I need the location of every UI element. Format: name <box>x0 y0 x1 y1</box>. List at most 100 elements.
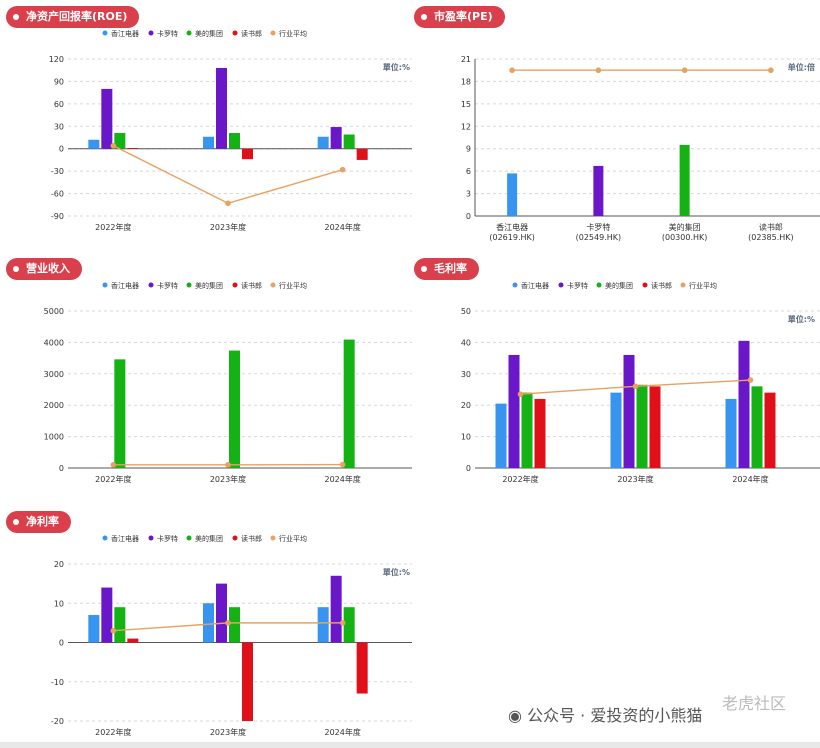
bar <box>534 398 546 468</box>
y-tick-label: -20 <box>51 717 64 726</box>
legend-item: 读书郎 <box>232 29 262 38</box>
legend-item: 卡罗特 <box>148 281 178 290</box>
legend-label: 读书郎 <box>241 534 262 543</box>
x-tick-label: (00300.HK) <box>662 233 708 242</box>
chart-svg: 香江电器 卡罗特 美的集团 读书郎 行业平均 5000 4000 3000 2000 1000 0 2… <box>44 281 412 484</box>
legend-marker <box>270 282 276 288</box>
legend-marker <box>186 535 192 541</box>
average-point <box>681 67 688 74</box>
y-tick-label: 60 <box>54 100 64 109</box>
x-tick-label: (02385.HK) <box>748 233 794 242</box>
bar <box>356 148 368 160</box>
y-tick-label: 2000 <box>44 401 64 410</box>
x-tick-label: 2023年度 <box>210 474 246 484</box>
x-tick-label: 香江电器 <box>496 222 528 232</box>
average-point <box>509 67 515 74</box>
legend-marker <box>102 282 108 288</box>
legend-marker <box>558 282 564 288</box>
y-tick-label: 20 <box>461 401 471 410</box>
y-tick-label: 1000 <box>44 433 64 442</box>
legend-marker <box>232 282 238 288</box>
y-tick-label: 20 <box>54 560 64 569</box>
legend-label: 美的集团 <box>195 281 223 290</box>
legend-marker <box>102 535 108 541</box>
x-tick-label: 卡罗特 <box>586 222 610 232</box>
unit-label: 单位:倍 <box>788 62 815 72</box>
bar <box>330 575 342 643</box>
y-tick-label: 120 <box>49 55 64 64</box>
x-tick-label: (02549.HK) <box>576 233 622 242</box>
bar <box>229 350 240 468</box>
legend-item: 香江电器 <box>102 29 139 38</box>
y-tick-label: -60 <box>51 190 64 199</box>
bar <box>508 354 520 468</box>
x-tick-label: 2022年度 <box>95 474 131 484</box>
legend-label: 卡罗特 <box>157 281 178 290</box>
tag-dot-icon <box>421 14 427 20</box>
bar <box>101 587 113 643</box>
y-tick-label: 0 <box>466 464 471 473</box>
average-point <box>225 200 231 207</box>
bar <box>127 147 139 149</box>
bar <box>356 642 368 694</box>
pe-chart-panel: 市盈率(PE) 单位:倍 21 18 15 12 9 6 3 0 香江电器 (02619.HK) 卡罗特… <box>410 0 820 245</box>
wechat-icon: ◉ <box>508 706 522 725</box>
gross-margin-chart-panel: 毛利率 香江电器 卡罗特 美的集团 读书郎 行业平均 單位:% 50 40 30 20 10 0 2022… <box>410 252 820 492</box>
y-tick-label: 30 <box>461 370 471 379</box>
legend-label: 行业平均 <box>689 281 717 290</box>
x-tick-label: 2023年度 <box>210 727 246 737</box>
average-point <box>517 391 524 398</box>
y-tick-label: 4000 <box>44 338 64 347</box>
legend-item: 行业平均 <box>270 281 307 290</box>
average-point <box>110 142 117 149</box>
bar <box>623 354 635 468</box>
chart-title: 营业收入 <box>26 262 70 275</box>
bar <box>216 67 227 149</box>
legend-item: 香江电器 <box>102 534 139 543</box>
x-tick-label: 2024年度 <box>732 474 768 484</box>
legend-item: 行业平均 <box>680 281 717 290</box>
legend-label: 卡罗特 <box>157 534 178 543</box>
legend-label: 卡罗特 <box>157 29 178 38</box>
x-tick-label: 2022年度 <box>95 727 131 737</box>
community-logo: 老虎社区 <box>722 690 786 714</box>
average-point <box>747 377 754 383</box>
y-tick-label: 3000 <box>44 370 64 379</box>
unit-label: 單位:% <box>383 567 410 577</box>
unit-label: 單位:% <box>383 62 410 72</box>
x-tick-label: (02619.HK) <box>489 233 535 242</box>
y-tick-label: 10 <box>54 599 64 608</box>
x-tick-label: 2023年度 <box>210 222 246 232</box>
y-tick-label: 90 <box>54 77 64 86</box>
average-point <box>110 627 117 634</box>
roe-chart-panel: 净资产回报率(ROE) 香江电器 卡罗特 美的集团 读书郎 行业平均 單位:% 120 90 60… <box>0 0 420 245</box>
bar <box>343 339 355 468</box>
y-tick-label: 10 <box>461 433 471 442</box>
chart-title: 净资产回报率(ROE) <box>26 10 128 23</box>
bar <box>127 638 139 643</box>
legend-item: 行业平均 <box>270 29 307 38</box>
x-tick-label: 2022年度 <box>95 222 131 232</box>
bar <box>216 583 227 643</box>
legend-item: 卡罗特 <box>148 29 178 38</box>
x-tick-label: 2024年度 <box>324 222 360 232</box>
tag-dot-icon <box>13 266 19 272</box>
legend-label: 行业平均 <box>279 29 307 38</box>
legend-item: 香江电器 <box>102 281 139 290</box>
legend-item: 读书郎 <box>232 534 262 543</box>
legend-label: 香江电器 <box>111 281 139 290</box>
chart-title-tag: 净资产回报率(ROE) <box>6 6 140 28</box>
bar <box>229 607 240 643</box>
legend-label: 读书郎 <box>241 281 262 290</box>
y-tick-label: 0 <box>59 639 64 648</box>
chart-title-tag: 营业收入 <box>6 258 82 280</box>
bar <box>343 607 355 643</box>
average-point <box>768 67 774 74</box>
x-tick-label: 美的集团 <box>669 222 701 232</box>
average-point <box>110 462 117 468</box>
bar <box>229 133 240 149</box>
y-tick-label: -30 <box>51 167 64 176</box>
legend-marker <box>270 535 276 541</box>
